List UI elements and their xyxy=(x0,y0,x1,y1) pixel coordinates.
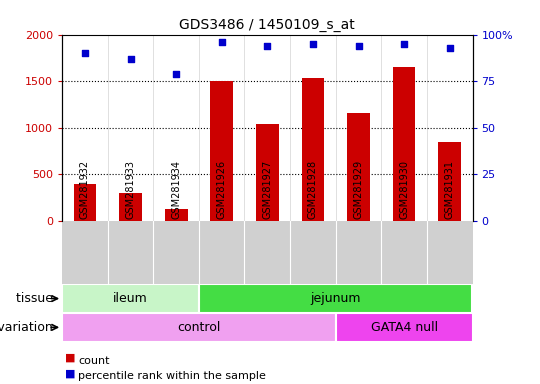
Bar xyxy=(73,184,96,221)
Point xyxy=(446,45,454,51)
Bar xyxy=(336,313,472,342)
Text: tissue: tissue xyxy=(16,292,57,305)
Bar xyxy=(393,67,415,221)
Point xyxy=(400,41,408,47)
Text: ■: ■ xyxy=(65,353,79,363)
Title: GDS3486 / 1450109_s_at: GDS3486 / 1450109_s_at xyxy=(179,18,355,32)
Point xyxy=(263,43,272,49)
Text: genotype/variation: genotype/variation xyxy=(0,321,57,334)
Text: ileum: ileum xyxy=(113,292,148,305)
Point xyxy=(218,39,226,45)
Text: count: count xyxy=(78,356,110,366)
Point xyxy=(172,71,180,77)
Bar xyxy=(119,193,142,221)
Bar xyxy=(347,113,370,221)
Text: GATA4 null: GATA4 null xyxy=(370,321,437,334)
Point xyxy=(308,41,317,47)
Point xyxy=(126,56,135,62)
Bar xyxy=(301,78,325,221)
Bar xyxy=(210,81,233,221)
Point xyxy=(354,43,363,49)
Bar xyxy=(256,124,279,221)
Bar xyxy=(62,313,336,342)
Text: percentile rank within the sample: percentile rank within the sample xyxy=(78,371,266,381)
Bar xyxy=(165,209,187,221)
Point xyxy=(80,50,89,56)
Bar xyxy=(62,284,199,313)
Bar xyxy=(438,142,461,221)
Text: control: control xyxy=(177,321,220,334)
Text: jejunum: jejunum xyxy=(310,292,361,305)
Bar xyxy=(199,284,472,313)
Text: ■: ■ xyxy=(65,368,79,378)
